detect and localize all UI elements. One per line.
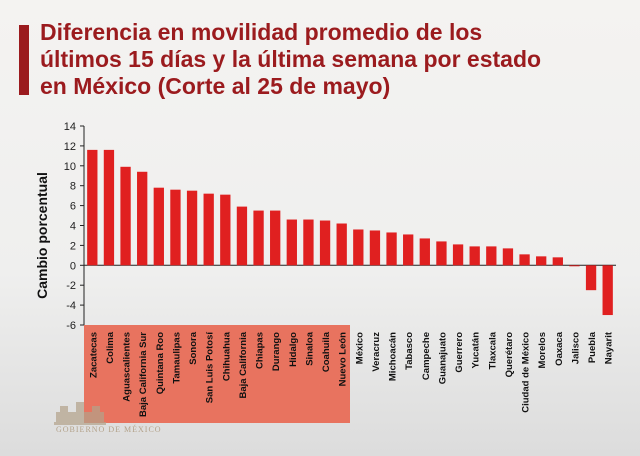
- y-tick-label: 0: [70, 260, 76, 272]
- bar: [236, 206, 248, 266]
- y-tick-label: -6: [66, 320, 76, 332]
- highlight-region: [84, 325, 350, 423]
- bar: [469, 246, 480, 266]
- x-tick-label: Baja California: [238, 331, 249, 398]
- x-tick-label: Michoacán: [388, 332, 399, 381]
- bar: [419, 238, 430, 266]
- x-tick-label: San Luis Potosí: [205, 332, 216, 404]
- x-tick-label: Querétaro: [504, 332, 515, 378]
- x-tick-label: Nuevo León: [338, 332, 349, 387]
- bar: [319, 220, 331, 266]
- x-tick-label: Morelos: [537, 332, 548, 368]
- bar: [153, 187, 164, 266]
- x-tick-label: Campeche: [421, 332, 432, 380]
- x-tick-label: Tamaulipas: [171, 332, 182, 384]
- bar: [386, 232, 397, 266]
- bar: [186, 190, 198, 266]
- x-tick-label: Quintana Roo: [155, 332, 166, 394]
- bar: [220, 194, 231, 266]
- y-tick-label: 8: [70, 181, 76, 193]
- y-tick-label: -4: [66, 300, 76, 312]
- bar: [253, 210, 264, 266]
- bar: [369, 230, 381, 266]
- y-tick-label: 6: [70, 201, 76, 213]
- bar: [286, 219, 297, 266]
- bar: [403, 234, 414, 266]
- bar: [120, 166, 131, 266]
- bar: [602, 265, 613, 316]
- x-tick-label: Chihuahua: [221, 331, 232, 381]
- x-tick-label: Aguascalientes: [122, 332, 133, 402]
- bar: [87, 149, 98, 266]
- bar: [552, 257, 563, 266]
- bar: [336, 223, 347, 266]
- x-tick-label: México: [354, 332, 365, 364]
- bar: [270, 210, 281, 266]
- x-tick-label: Veracruz: [371, 332, 382, 372]
- bar: [436, 241, 447, 266]
- bar: [103, 149, 115, 266]
- bar: [486, 246, 497, 266]
- x-tick-label: Chiapas: [255, 332, 266, 369]
- bar: [303, 219, 314, 266]
- bar: [353, 229, 364, 266]
- y-tick-label: -2: [66, 280, 76, 292]
- bar: [502, 248, 514, 266]
- x-tick-label: Hidalgo: [288, 332, 299, 367]
- bar: [569, 265, 580, 267]
- x-tick-label: Ciudad de México: [521, 332, 532, 413]
- y-tick-label: 10: [64, 161, 76, 173]
- bar: [519, 254, 530, 266]
- x-tick-label: Zacatecas: [88, 332, 99, 378]
- y-tick-label: 2: [70, 240, 76, 252]
- footer-brand-text: GOBIERNO DE MÉXICO: [56, 425, 162, 434]
- x-tick-label: Oaxaca: [554, 331, 565, 366]
- bar: [170, 189, 181, 266]
- bar: [585, 265, 597, 291]
- x-tick-label: Tabasco: [404, 332, 415, 370]
- x-tick-label: Tlaxcala: [487, 331, 498, 369]
- y-axis-label: Cambio porcentual: [34, 172, 50, 299]
- x-tick-label: Coahuila: [321, 331, 332, 372]
- x-tick-label: Guerrero: [454, 332, 465, 373]
- bar: [203, 193, 214, 266]
- x-tick-label: Sinaloa: [304, 331, 315, 366]
- bar: [137, 171, 148, 266]
- x-tick-label: Colima: [105, 331, 116, 363]
- x-tick-label: Guanajuato: [437, 332, 448, 384]
- x-tick-label: Yucatán: [471, 332, 482, 369]
- y-tick-label: 4: [70, 221, 76, 233]
- bar: [536, 256, 547, 266]
- chart-title: Diferencia en movilidad promedio de los …: [40, 19, 542, 99]
- x-tick-label: Jalisco: [570, 332, 581, 364]
- title-accent-bar: [19, 25, 29, 95]
- gobierno-de-mexico-logo-icon: [50, 398, 110, 442]
- x-tick-label: Durango: [271, 332, 282, 371]
- y-tick-label: 14: [64, 121, 76, 133]
- x-tick-label: Baja California Sur: [138, 332, 149, 417]
- x-tick-label: Sonora: [188, 331, 199, 364]
- x-tick-label: Puebla: [587, 331, 598, 363]
- bar: [452, 244, 464, 266]
- x-tick-label: Nayarit: [604, 331, 615, 364]
- y-tick-label: 12: [64, 141, 76, 153]
